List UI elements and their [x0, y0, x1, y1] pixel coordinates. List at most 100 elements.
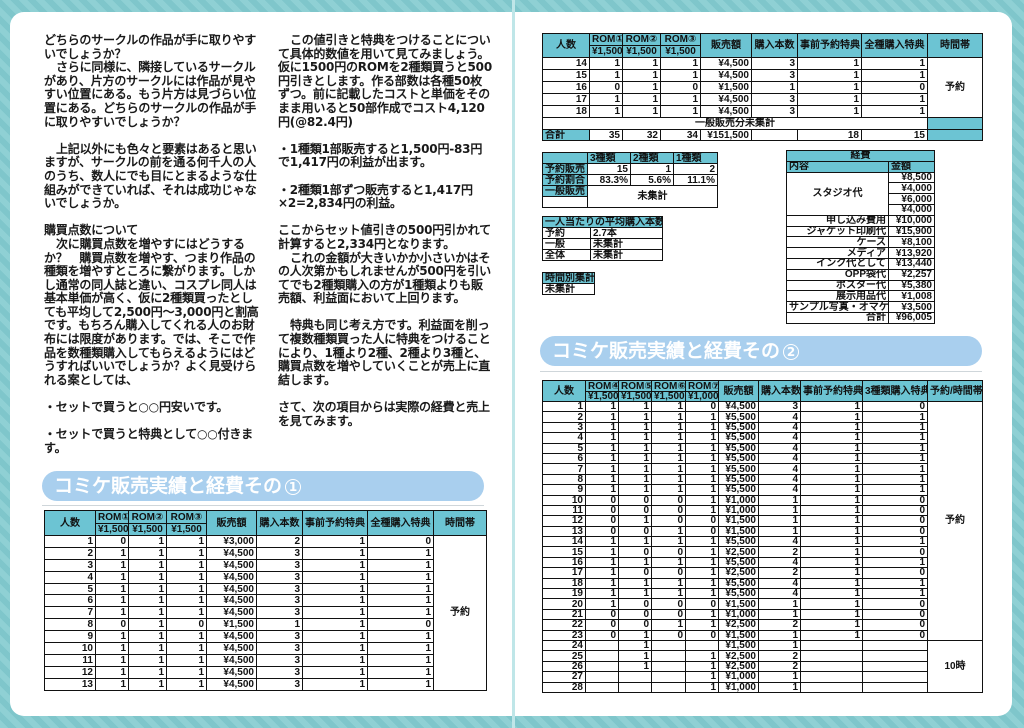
table-cell: 0	[651, 598, 686, 610]
time-slot-cell: 予約	[927, 57, 983, 118]
table-cell: 1	[618, 577, 652, 590]
table-cell: 1	[128, 546, 167, 560]
table-cell: 1	[302, 606, 368, 620]
total-cell: 32	[622, 129, 661, 141]
time-slot-cell: 10時	[927, 639, 983, 693]
paragraph: 次に購買点数を増やすにはどうするか？ 購買点数を増やす、つまり作品の種類を増やす…	[44, 236, 259, 387]
table-cell: 1	[758, 504, 801, 517]
table-row: 合計 ¥96,005	[786, 311, 935, 324]
heading-title: コミケ販売実績と経費その	[54, 475, 283, 497]
table-row: 16 0 1 0 ¥1,500 1 1 0	[542, 81, 983, 94]
row-number: 5	[542, 442, 586, 454]
table-cell: 4	[758, 588, 801, 600]
table-cell: 0	[585, 619, 619, 631]
table-cell: 1	[800, 629, 863, 642]
table-cell: 1	[128, 570, 167, 584]
table-cell: 1	[685, 536, 719, 548]
table-row: 17 1 1 1 ¥4,500 3 1 1	[542, 93, 983, 106]
table-cell: ¥4,500	[206, 546, 257, 560]
table-row: 予約割合 83.3% 5.6% 11.1%	[542, 174, 718, 186]
table-row: 3 1 1 1 1 ¥5,500 4 1 1	[542, 421, 983, 434]
table-row: インク代として ¥13,440	[786, 257, 935, 270]
table-cell: 0	[618, 567, 652, 579]
table-cell: 1	[758, 629, 801, 642]
table-cell: 1	[685, 452, 719, 465]
table-cell: 0	[585, 608, 619, 621]
table-row: 14 1 1 1 ¥4,500 3 1 1 予約	[542, 57, 983, 118]
expense-item: メディア	[786, 247, 889, 259]
table-cell: ¥5,500	[718, 432, 759, 444]
table-cell: 1	[862, 536, 928, 548]
table-row: 2 1 1 1 1 ¥5,500 4 1 1	[542, 411, 983, 423]
table-cell: 1	[166, 606, 207, 620]
table-cell: 3	[256, 546, 303, 560]
header-all-bonus: 全種購入特典	[861, 33, 928, 58]
table-cell	[862, 639, 928, 652]
table-cell: 4	[758, 484, 801, 496]
time-slot-cell: 予約	[927, 401, 983, 641]
table-cell: 1	[585, 598, 619, 610]
table-cell: 1	[618, 442, 652, 454]
table-cell: ¥5,500	[718, 452, 759, 465]
table-cell: 1	[585, 473, 619, 486]
table-cell: 0	[585, 515, 619, 527]
paragraph: これの金額が大きいかか小さいかはその人次第かもしれませんが500円を引いてでも2…	[278, 250, 491, 306]
table-cell: ¥4,500	[206, 677, 257, 691]
table-cell: 1	[800, 556, 863, 569]
table-row: ジャケット印刷代 ¥15,900	[786, 225, 935, 238]
table-cell: 1	[618, 432, 652, 444]
table-row: 10 1 1 1 ¥4,500 3 1 1	[44, 642, 487, 655]
table-row: 11 1 1 1 ¥4,500 3 1 1	[44, 653, 487, 667]
table-cell: 1	[166, 558, 207, 572]
table-cell: 4	[758, 536, 801, 548]
paragraph: ・セットで買うと特典として○○付きます。	[44, 427, 253, 455]
table-cell: 0	[685, 629, 719, 642]
table-row: 24 1 ¥1,500 1 10時	[542, 639, 983, 693]
table-row: 13 1 1 1 ¥4,500 3 1 1	[44, 677, 487, 691]
table-row: 一般販売 未集計	[542, 185, 718, 208]
table-cell: ¥1,500	[700, 81, 752, 94]
table-cell: 1	[660, 93, 701, 106]
table-cell: 0	[862, 494, 928, 506]
table-cell	[618, 671, 652, 683]
table-cell: 0	[685, 515, 719, 527]
table-cell: 1	[166, 582, 207, 596]
table-row: 1 1 1 1 0 ¥4,500 3 1 0 予約	[542, 400, 983, 641]
table-cell: 1	[800, 598, 863, 610]
table-cell: 1	[95, 653, 129, 667]
table-row: ケース ¥8,100	[786, 236, 935, 249]
table-cell: 1	[95, 677, 129, 691]
row-number: 12	[44, 665, 96, 679]
table-cell: 1	[585, 546, 619, 558]
table-cell: 1	[758, 639, 801, 652]
table-cell: ¥5,500	[718, 473, 759, 486]
amount-cell: ¥96,005	[888, 311, 935, 324]
row-label: 予約割合	[542, 174, 588, 186]
table-cell: 1	[651, 400, 686, 413]
table-cell: 1	[302, 653, 368, 667]
expense-item: サンプル写真・オマケ用	[786, 301, 889, 313]
table-row: 6 1 1 1 ¥4,500 3 1 1	[44, 594, 487, 608]
row-number: 13	[542, 525, 586, 538]
text-column-2: この値引きと特典をつけることについて具体的数値を用いて見てみましょう。仮に150…	[278, 33, 492, 428]
table-cell: 4	[758, 473, 801, 486]
table-cell: 未集計	[590, 249, 663, 261]
amount-cell: ¥15,900	[888, 225, 935, 238]
row-number: 10	[44, 642, 96, 655]
amount-cell: ¥8,500	[888, 171, 935, 184]
table-row: 18 1 1 1 ¥4,500 3 1 1	[542, 105, 983, 118]
expense-item: ケース	[786, 236, 889, 249]
table-cell: 1	[128, 535, 167, 548]
table-cell: 0	[862, 525, 928, 538]
table-cell: 1	[800, 421, 863, 434]
table-cell: 1	[758, 671, 801, 683]
table-cell: ¥5,500	[718, 588, 759, 600]
table-cell: 1	[758, 681, 801, 693]
table-cell: 1	[800, 577, 863, 590]
table-cell: 2	[758, 619, 801, 631]
table-cell: ¥5,500	[718, 442, 759, 454]
table-cell: 0	[367, 535, 434, 548]
table-cell: 0	[862, 567, 928, 579]
table-cell: 1	[685, 567, 719, 579]
row-number: 14	[542, 57, 590, 70]
